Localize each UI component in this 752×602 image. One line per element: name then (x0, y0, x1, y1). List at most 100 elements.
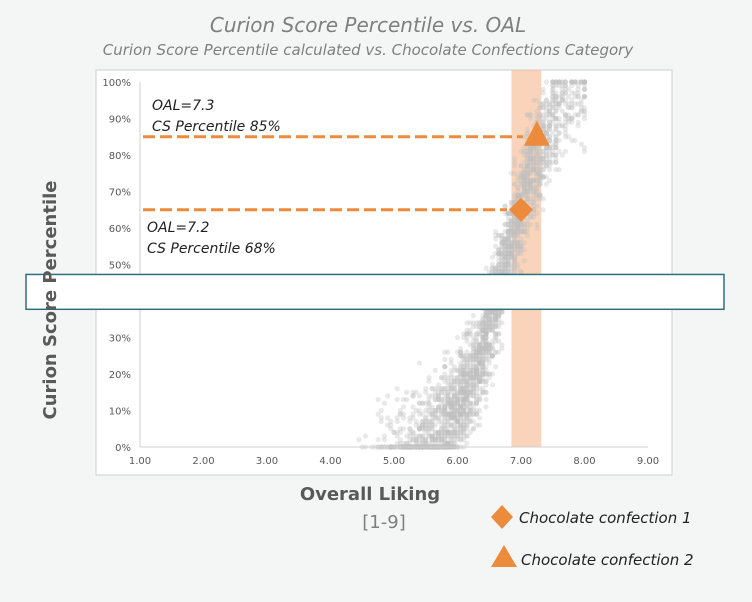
scatter-point (562, 126, 569, 133)
scatter-point (518, 236, 524, 242)
scatter-point (461, 389, 467, 395)
scatter-point (477, 345, 483, 352)
scatter-point (461, 422, 467, 428)
scatter-point (473, 396, 480, 403)
scatter-point (524, 112, 530, 118)
scatter-point (524, 185, 530, 191)
scatter-point (521, 177, 527, 184)
scatter-point (442, 404, 448, 410)
scatter-point (483, 331, 489, 337)
scatter-point (512, 240, 518, 246)
scatter-point (473, 338, 480, 344)
scatter-point (546, 126, 553, 133)
scatter-point (486, 309, 492, 315)
scatter-point (534, 192, 540, 198)
scatter-point (483, 349, 489, 355)
scatter-point (458, 411, 464, 417)
scatter-point (569, 97, 575, 103)
scatter-point (527, 156, 534, 162)
scatter-point (464, 389, 470, 395)
scatter-point (445, 411, 451, 417)
scatter-point (486, 309, 492, 315)
scatter-point (537, 156, 543, 162)
scatter-point (486, 323, 492, 330)
scatter-point (496, 261, 502, 268)
scatter-point (569, 104, 575, 111)
scatter-point (493, 316, 499, 322)
scatter-point (454, 418, 461, 425)
scatter-point (410, 411, 416, 417)
scatter-point (493, 309, 499, 315)
scatter-point (556, 130, 562, 136)
scatter-point (461, 389, 467, 395)
scatter-point (467, 367, 473, 373)
scatter-point (518, 247, 524, 253)
scatter-point (480, 360, 486, 366)
scatter-point (454, 400, 461, 406)
scatter-point (531, 188, 537, 195)
scatter-point (508, 243, 515, 249)
scatter-point (537, 112, 543, 118)
scatter-point (566, 86, 572, 92)
scatter-point (569, 79, 575, 85)
scatter-point (483, 327, 489, 333)
scatter-point (546, 152, 553, 158)
scatter-point (419, 426, 426, 432)
scatter-point (442, 404, 448, 410)
y-tick-label: 50% (109, 261, 131, 272)
scatter-point (502, 261, 508, 268)
scatter-point (435, 433, 442, 439)
scatter-point (540, 174, 546, 180)
scatter-point (480, 353, 486, 359)
scatter-point (458, 345, 464, 352)
scatter-point (531, 156, 537, 162)
scatter-point (451, 418, 457, 425)
scatter-point (505, 232, 511, 238)
scatter-point (493, 313, 499, 319)
scatter-point (508, 240, 515, 246)
scatter-point (473, 400, 480, 406)
scatter-point (521, 181, 527, 187)
scatter-point (483, 338, 489, 344)
scatter-point (524, 159, 530, 165)
scatter-point (445, 375, 451, 381)
scatter-point (451, 426, 457, 432)
scatter-point (470, 313, 476, 319)
scatter-point (483, 323, 489, 330)
scatter-point (458, 418, 464, 425)
scatter-point (524, 177, 530, 184)
scatter-point (515, 247, 521, 253)
scatter-point (400, 426, 407, 432)
scatter-point (540, 86, 546, 92)
scatter-point (502, 210, 508, 216)
scatter-point (419, 418, 426, 425)
scatter-point (483, 316, 489, 322)
scatter-point (489, 342, 496, 348)
scatter-point (581, 145, 588, 151)
scatter-point (505, 229, 511, 235)
scatter-point (445, 440, 451, 446)
scatter-point (512, 196, 518, 202)
scatter-point (458, 407, 464, 414)
scatter-point (505, 243, 511, 249)
scatter-point (467, 386, 473, 392)
scatter-point (572, 112, 578, 118)
scatter-point (493, 313, 499, 319)
scatter-point (439, 389, 445, 395)
scatter-point (518, 269, 524, 275)
scatter-point (458, 404, 464, 410)
scatter-point (470, 418, 476, 425)
scatter-point (508, 221, 515, 227)
scatter-point (559, 90, 565, 96)
scatter-point (419, 437, 426, 443)
scatter-point (451, 386, 457, 392)
scatter-point (496, 254, 502, 260)
scatter-point (477, 320, 483, 326)
scatter-point (464, 338, 470, 344)
scatter-point (581, 148, 588, 154)
scatter-point (553, 115, 559, 122)
scatter-point (531, 177, 537, 184)
chart-title: Curion Score Percentile vs. OAL (210, 13, 526, 37)
scatter-point (448, 415, 454, 421)
scatter-point (553, 137, 559, 143)
